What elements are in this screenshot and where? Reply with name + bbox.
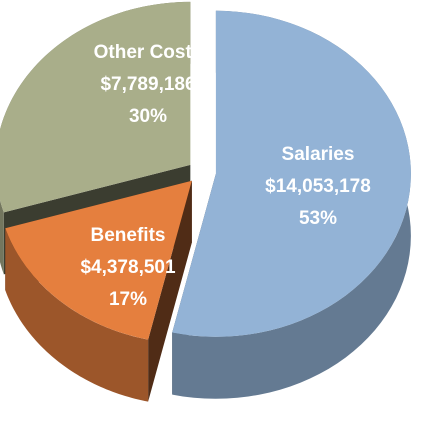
slice xyxy=(0,1,191,213)
slice xyxy=(172,10,411,337)
slice-label: Other Costs xyxy=(94,42,203,63)
slice-value-label: $4,378,501 xyxy=(80,257,176,278)
slice-value-label: $7,789,186 xyxy=(100,74,195,95)
slice-side xyxy=(5,228,149,402)
slice-percent-label: 30% xyxy=(129,106,167,127)
slice-label: Benefits xyxy=(91,225,166,246)
slice xyxy=(5,180,192,340)
slice-value-label: $14,053,178 xyxy=(265,176,371,197)
slice-label: Salaries xyxy=(282,144,355,165)
slice-percent-label: 53% xyxy=(299,208,337,229)
slice-percent-label: 17% xyxy=(109,289,147,310)
